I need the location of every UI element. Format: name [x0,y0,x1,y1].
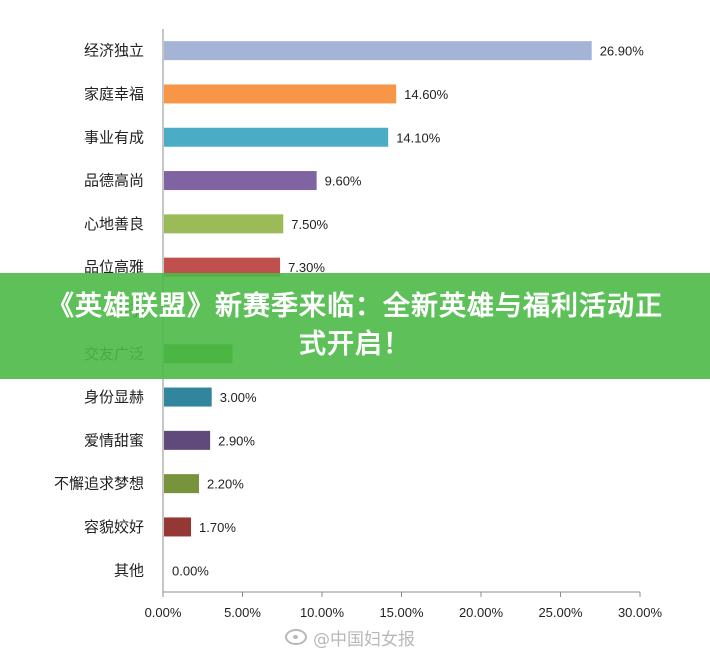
data-label: 14.10% [396,130,441,145]
bar [164,127,389,147]
bar [164,430,211,450]
category-label: 不懈追求梦想 [54,475,144,493]
category-label: 容貌姣好 [84,518,144,536]
category-label: 身份显赫 [84,388,144,406]
category-label: 品德高尚 [84,172,144,190]
bar [164,474,199,494]
data-label: 7.50% [291,217,328,232]
x-axis: 0.00% 5.00% 10.00% 15.00% 20.00% 25.00% 30.00% [145,591,663,620]
x-tick-label: 30.00% [618,605,663,620]
data-label: 3.00% [220,390,257,405]
headline-text: 《英雄联盟》新赛季来临：全新英雄与福利活动正式开启！ [47,291,663,360]
x-tick-label: 10.00% [300,605,345,620]
headline-banner: 《英雄联盟》新赛季来临：全新英雄与福利活动正式开启！ [0,273,710,379]
data-label: 2.20% [207,477,244,492]
category-label: 经济独立 [84,42,144,60]
bar [164,214,284,234]
data-label: 7.30% [288,260,325,275]
category-label: 事业有成 [84,128,144,146]
data-label: 1.70% [199,520,236,535]
data-label: 14.60% [404,87,449,102]
x-tick-label: 5.00% [224,605,261,620]
bar [164,517,192,537]
bar [164,84,397,104]
bars [164,41,592,537]
category-label: 其他 [114,561,144,579]
bar [164,257,281,277]
x-tick-label: 0.00% [145,605,182,620]
bar [164,41,592,61]
data-label: 0.00% [172,563,209,578]
watermark-text: @中国妇女报 [313,629,415,650]
category-label: 爱情甜蜜 [84,431,144,449]
value-labels: 26.90% 14.60% 14.10% 9.60% 7.50% 7.30% 3.00% 2.… [172,44,644,579]
x-tick-label: 25.00% [538,605,583,620]
category-label: 品位高雅 [84,258,144,276]
data-label: 26.90% [600,44,645,59]
bar [164,171,317,191]
bar [164,387,212,407]
category-label: 家庭幸福 [84,85,144,103]
category-label: 心地善良 [84,215,144,233]
x-tick-label: 15.00% [379,605,424,620]
data-label: 9.60% [325,174,362,189]
watermark: @中国妇女报 [285,626,415,650]
x-tick-label: 20.00% [459,605,504,620]
weibo-icon [285,629,307,645]
data-label: 2.90% [218,433,255,448]
